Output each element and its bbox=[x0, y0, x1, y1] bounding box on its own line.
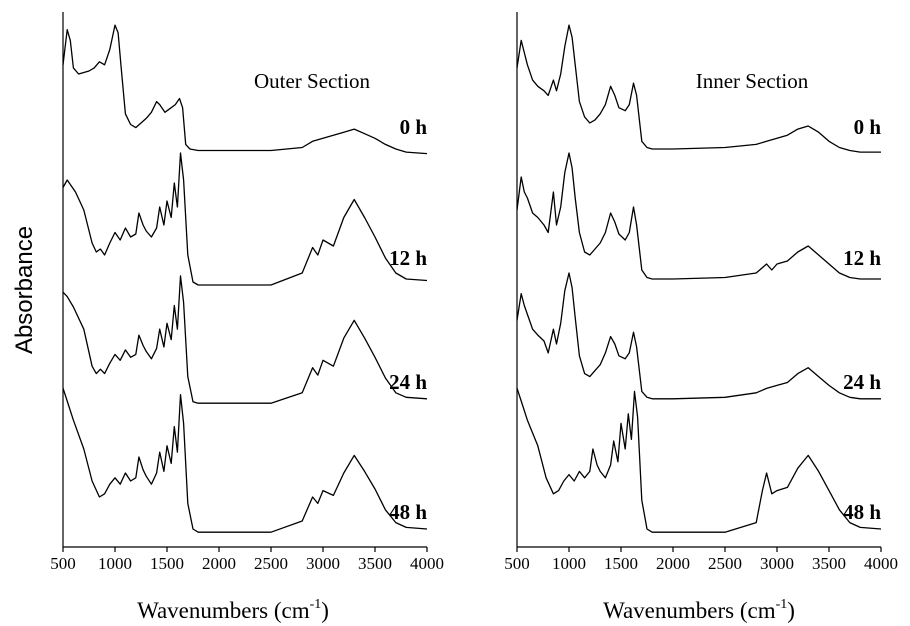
x-tick-label-inner-4000: 4000 bbox=[864, 554, 898, 573]
series-label-inner-0h: 0 h bbox=[854, 115, 882, 139]
x-tick-label-inner-3500: 3500 bbox=[812, 554, 846, 573]
spectrum-inner-0h bbox=[516, 24, 881, 153]
x-axis-title-inner: Wavenumbers (cm-1) bbox=[603, 597, 795, 623]
x-tick-label-inner-2000: 2000 bbox=[656, 554, 690, 573]
panel-outer-section: Outer Section Wavenumbers (cm-1) 500 1000… bbox=[50, 12, 444, 623]
x-tick-label-outer-500: 500 bbox=[50, 554, 76, 573]
spectrum-outer-48h bbox=[62, 387, 428, 533]
x-tick-label-inner-500: 500 bbox=[504, 554, 530, 573]
x-axis-title-outer: Wavenumbers (cm-1) bbox=[137, 597, 329, 623]
x-tick-label-inner-1500: 1500 bbox=[604, 554, 638, 573]
x-axis-label-inner-sup: -1 bbox=[776, 597, 788, 612]
panel-title-inner: Inner Section bbox=[696, 69, 809, 93]
x-axis-label-outer-close: ) bbox=[321, 598, 329, 623]
x-tick-label-outer-3500: 3500 bbox=[358, 554, 392, 573]
spectrum-outer-0h bbox=[62, 24, 428, 155]
spectrum-outer-12h bbox=[62, 152, 428, 286]
series-label-inner-12h: 12 h bbox=[843, 246, 881, 270]
spectrum-inner-24h bbox=[516, 272, 881, 400]
x-tick-label-inner-3000: 3000 bbox=[760, 554, 794, 573]
panel-inner-section: Inner Section Wavenumbers (cm-1) 500 1000… bbox=[504, 12, 898, 623]
spectrum-inner-48h bbox=[516, 387, 882, 533]
x-axis-label-inner: Wavenumbers (cm bbox=[603, 598, 776, 623]
x-axis-label-inner-close: ) bbox=[787, 598, 795, 623]
svg-text:Wavenumbers (cm-1): Wavenumbers (cm-1) bbox=[137, 597, 329, 623]
spectrum-inner-12h bbox=[516, 152, 881, 280]
x-tick-label-outer-3000: 3000 bbox=[306, 554, 340, 573]
series-label-outer-0h: 0 h bbox=[400, 115, 428, 139]
x-tick-label-outer-2500: 2500 bbox=[254, 554, 288, 573]
x-tick-label-inner-1000: 1000 bbox=[552, 554, 586, 573]
x-tick-label-outer-4000: 4000 bbox=[410, 554, 444, 573]
series-label-outer-12h: 12 h bbox=[389, 246, 427, 270]
x-axis-label-outer: Wavenumbers (cm bbox=[137, 598, 310, 623]
x-tick-label-inner-2500: 2500 bbox=[708, 554, 742, 573]
svg-text:Wavenumbers (cm-1): Wavenumbers (cm-1) bbox=[603, 597, 795, 623]
x-tick-label-outer-1500: 1500 bbox=[150, 554, 184, 573]
panel-title-outer: Outer Section bbox=[254, 69, 371, 93]
series-label-outer-24h: 24 h bbox=[389, 370, 427, 394]
x-tick-label-outer-2000: 2000 bbox=[202, 554, 236, 573]
series-label-inner-48h: 48 h bbox=[843, 500, 881, 524]
x-axis-label-outer-sup: -1 bbox=[310, 597, 322, 612]
series-label-inner-24h: 24 h bbox=[843, 370, 881, 394]
x-tick-label-outer-1000: 1000 bbox=[98, 554, 132, 573]
y-axis-label: Absorbance bbox=[11, 226, 38, 354]
series-label-outer-48h: 48 h bbox=[389, 500, 427, 524]
spectrum-outer-24h bbox=[62, 275, 428, 404]
